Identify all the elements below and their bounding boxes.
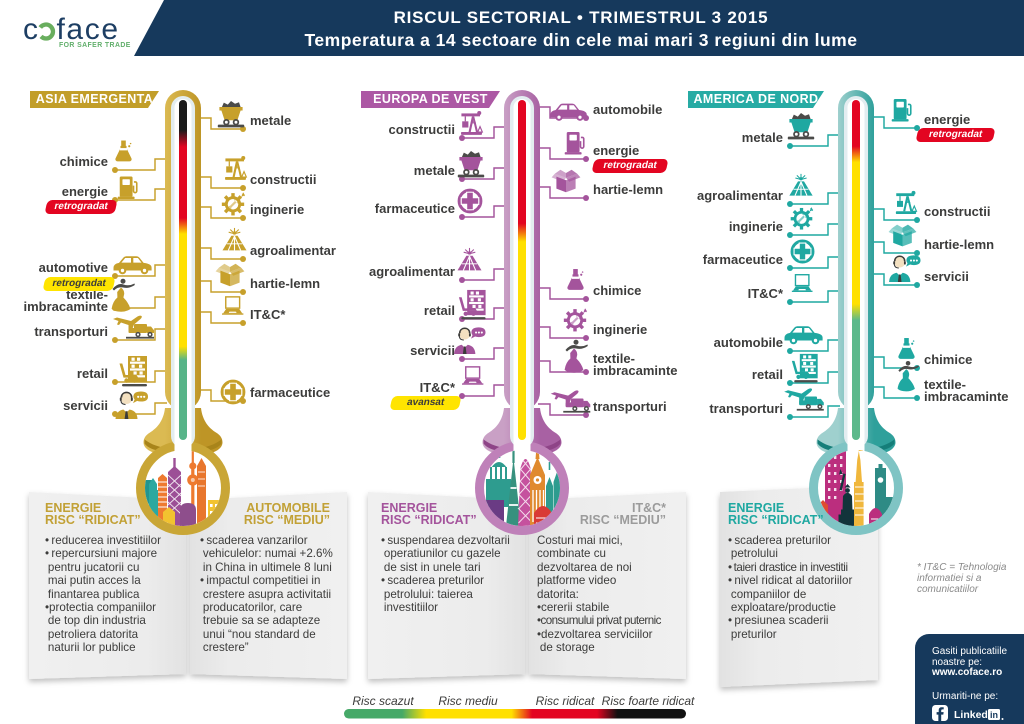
svg-text:face: face	[57, 13, 120, 46]
svg-text:in: in	[990, 710, 998, 720]
svg-text:Linked: Linked	[954, 709, 988, 721]
svg-text:c: c	[23, 13, 38, 46]
svg-text:FOR SAFER TRADE: FOR SAFER TRADE	[59, 42, 131, 49]
